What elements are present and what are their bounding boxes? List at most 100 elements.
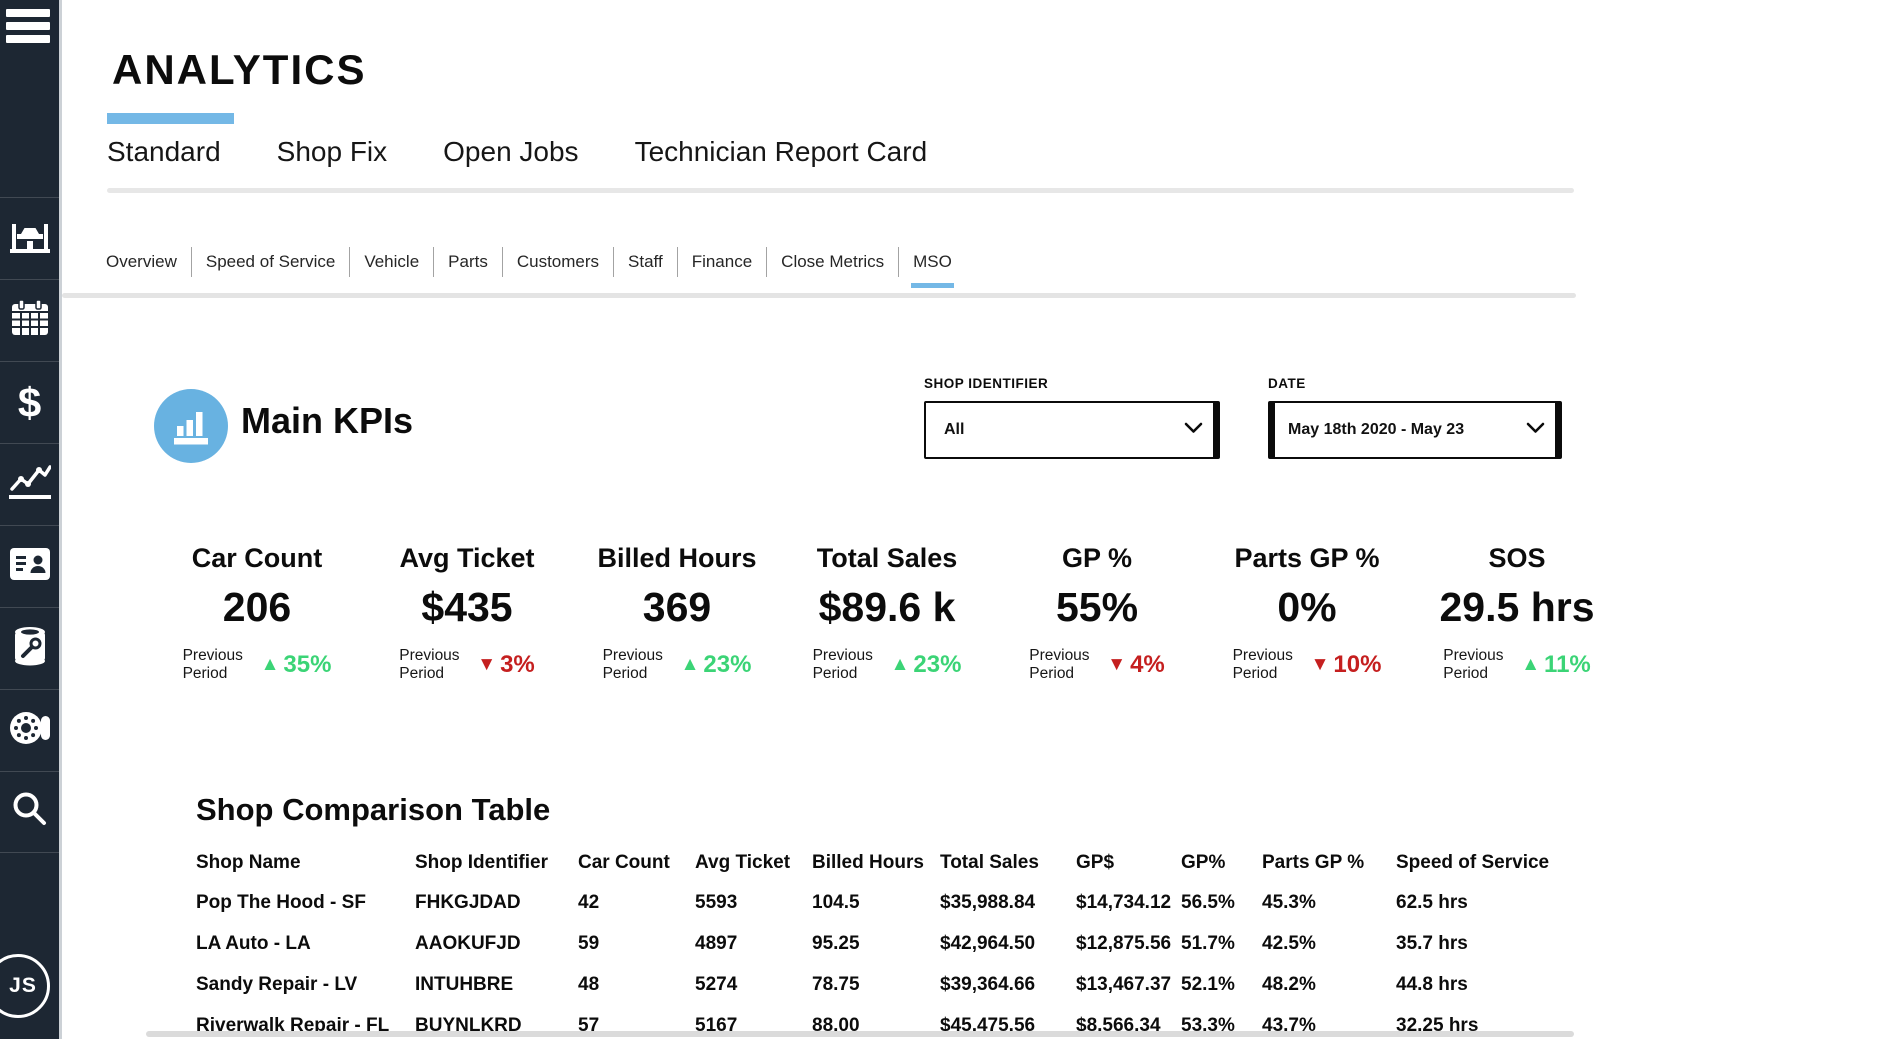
sidebar-item-calendar[interactable] (0, 279, 59, 361)
shop-identifier-filter: SHOP IDENTIFIER All (924, 376, 1220, 459)
table-cell: $13,467.37 (1076, 974, 1172, 995)
sidebar-item-trends[interactable] (0, 443, 59, 525)
kpi-label: Avg Ticket (399, 543, 535, 573)
kpi-card: Parts GP % 0% Previous Period ▼ 10% (1202, 543, 1412, 683)
sidebar-item-service[interactable] (0, 607, 59, 689)
kpi-row: Car Count 206 Previous Period ▲ 35% Avg T… (152, 543, 1622, 683)
kpi-previous-period: Previous Period ▼ 4% (992, 647, 1202, 683)
page-title: ANALYTICS (112, 46, 367, 94)
subtab-mso[interactable]: MSO (898, 247, 966, 288)
oil-filter-icon (12, 626, 48, 671)
calendar-icon (11, 299, 49, 341)
shop-identifier-value: All (944, 421, 965, 438)
table-cell: 5593 (695, 892, 738, 913)
table-cell: $35,988.84 (940, 892, 1036, 913)
table-cell: 52.1% (1181, 974, 1235, 995)
kpi-card: Billed Hours 369 Previous Period ▲ 23% (572, 543, 782, 683)
sidebar-item-brakes[interactable] (0, 689, 59, 771)
subtab-label: Speed of Service (205, 252, 336, 271)
table-cell: 48.2% (1262, 974, 1316, 995)
kpi-previous-period: Previous Period ▲ 35% (152, 647, 362, 683)
chevron-down-icon[interactable] (1184, 421, 1203, 439)
subtab-label: Finance (691, 252, 753, 271)
subtab-label: Close Metrics (781, 252, 885, 271)
kpi-value: $435 (421, 584, 513, 630)
tab-standard[interactable]: Standard (107, 136, 221, 167)
search-icon (11, 791, 49, 834)
table-cell: 42 (578, 892, 600, 913)
bottom-scroll-track[interactable] (146, 1031, 1574, 1037)
table-cell: FHKGJDAD (415, 892, 521, 913)
kpi-label: Billed Hours (597, 543, 757, 573)
table-cell: 59 (578, 933, 600, 954)
previous-period-label: Previous Period (1443, 647, 1504, 682)
table-row: Sandy Repair - LV INTUHBRE 48 5274 78.75 $39,… (196, 965, 1568, 1006)
subtab-vehicle[interactable]: Vehicle (349, 247, 433, 277)
kpi-previous-period: Previous Period ▼ 3% (362, 647, 572, 683)
line-chart-icon (8, 464, 52, 505)
subtab-speed-of-service[interactable]: Speed of Service (190, 247, 349, 277)
dollar-icon: $ (17, 378, 42, 426)
subtab-parts[interactable]: Parts (433, 247, 502, 277)
table-cell: 32.25 hrs (1396, 1015, 1479, 1036)
table-cell: $14,734.12 (1076, 892, 1172, 913)
tab-shop-fix[interactable]: Shop Fix (276, 136, 388, 167)
subtab-finance[interactable]: Finance (676, 247, 766, 277)
table-cell: INTUHBRE (415, 974, 514, 995)
kpi-label: Car Count (191, 543, 323, 573)
previous-period-label: Previous Period (1029, 647, 1090, 682)
kpi-value: 29.5 hrs (1439, 584, 1595, 630)
chevron-down-icon[interactable] (1526, 421, 1545, 439)
subtab-customers[interactable]: Customers (501, 247, 613, 277)
kpi-delta: ▼ 4% (1107, 650, 1165, 678)
table-cell: BUYNLKRD (415, 1015, 522, 1036)
subtab-label: Overview (106, 252, 177, 271)
subtab-label: Vehicle (364, 252, 420, 271)
menu-icon[interactable] (6, 9, 50, 43)
table-column-header: Shop Name (196, 852, 301, 873)
table-cell: 62.5 hrs (1396, 892, 1468, 913)
table-cell: 57 (578, 1015, 600, 1036)
section-divider (62, 293, 1576, 298)
kpi-delta: ▲ 35% (260, 650, 332, 678)
tab-technician-report-card[interactable]: Technician Report Card (634, 136, 928, 167)
table-row: Pop The Hood - SF FHKGJDAD 42 5593 104.5 $35,… (196, 883, 1568, 924)
subtab-staff[interactable]: Staff (613, 247, 677, 277)
subtab-close-metrics[interactable]: Close Metrics (766, 247, 898, 277)
primary-tabs: Standard Shop Fix Open Jobs Technician R… (107, 136, 927, 168)
date-label: DATE (1268, 376, 1306, 391)
tab-open-jobs[interactable]: Open Jobs (443, 136, 579, 167)
previous-period-label: Previous Period (812, 647, 873, 682)
sidebar-item-search[interactable] (0, 771, 59, 853)
kpi-delta: ▲ 11% (1521, 650, 1591, 678)
table-column-header: Car Count (578, 852, 670, 873)
table-cell: $42,964.50 (940, 933, 1036, 954)
kpi-previous-period: Previous Period ▲ 23% (782, 647, 992, 683)
date-select[interactable]: May 18th 2020 - May 23 (1268, 401, 1562, 459)
sidebar-item-car-lift[interactable] (0, 197, 59, 279)
kpi-card: GP % 55% Previous Period ▼ 4% (992, 543, 1202, 683)
table-cell: 44.8 hrs (1396, 974, 1468, 995)
table-column-header: Shop Identifier (415, 852, 548, 873)
table-title: Shop Comparison Table (196, 792, 551, 827)
table-cell: 51.7% (1181, 933, 1235, 954)
up-arrow-icon: ▲ (1521, 654, 1541, 676)
sidebar-item-customers[interactable] (0, 525, 59, 607)
kpi-previous-period: Previous Period ▲ 11% (1412, 647, 1622, 683)
sidebar-nav: $ (0, 197, 59, 853)
kpi-label: Total Sales (816, 543, 958, 573)
section-title: Main KPIs (241, 400, 414, 441)
avatar[interactable]: JS (0, 954, 50, 1018)
subtab-overview[interactable]: Overview (92, 247, 191, 277)
table-cell: 42.5% (1262, 933, 1316, 954)
up-arrow-icon: ▲ (680, 654, 700, 676)
kpi-delta: ▲ 23% (680, 650, 752, 678)
table-column-header: GP% (1181, 852, 1226, 873)
sidebar-item-finance[interactable]: $ (0, 361, 59, 443)
table-cell: $12,875.56 (1076, 933, 1172, 954)
shop-identifier-select[interactable]: All (924, 401, 1220, 459)
date-filter: DATE May 18th 2020 - May 23 (1268, 376, 1562, 459)
table-column-header: Total Sales (940, 852, 1039, 873)
table-cell: AAOKUFJD (415, 933, 521, 954)
table-cell: 88.00 (812, 1015, 860, 1036)
